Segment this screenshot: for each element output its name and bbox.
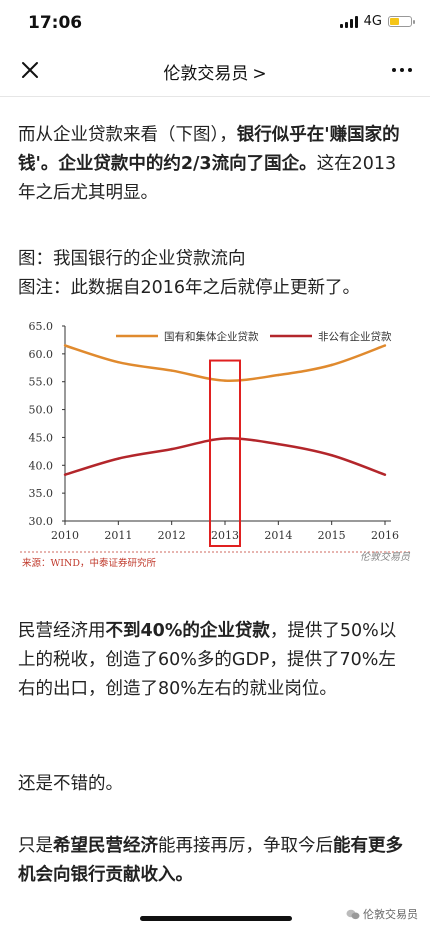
data-point	[277, 442, 280, 446]
data-point	[117, 457, 120, 460]
data-point	[330, 454, 333, 457]
data-point	[223, 437, 227, 440]
p1-seg-2: 这在2013年之后尤其明显。	[18, 154, 397, 203]
y-tick-label: 40.0	[29, 459, 54, 472]
chevron-right-icon: >	[252, 64, 267, 84]
status-time: 17:06	[28, 13, 83, 33]
status-indicators: 4G	[339, 14, 415, 29]
data-point	[383, 344, 387, 347]
x-tick-label: 2013	[211, 529, 239, 542]
y-tick-label: 35.0	[29, 487, 54, 500]
paragraph-2: 民营经济用不到40%的企业贷款，提供了50%以上的税收，创造了60%多的GDP，…	[18, 617, 412, 704]
y-tick-label: 45.0	[29, 431, 54, 444]
p1-seg-0: 而从企业贷款来看（下图），	[18, 125, 237, 145]
battery-level	[390, 18, 399, 25]
caption-note: 图注：此数据自2016年之后就停止更新了。	[18, 278, 361, 298]
x-tick-label: 2012	[158, 529, 186, 542]
account-title[interactable]: 伦敦交易员 >	[0, 59, 430, 84]
legend-label-state-owned: 国有和集体企业贷款	[164, 330, 259, 343]
paragraph-1: 而从企业贷款来看（下图），银行似乎在'赚国家的钱'。企业贷款中的约2/3流向了国…	[18, 121, 412, 208]
data-point	[277, 373, 280, 377]
signal-icon	[339, 15, 358, 28]
p2-seg-0: 民营经济用	[18, 621, 106, 641]
data-point	[170, 447, 173, 451]
paragraph-3: 还是不错的。	[18, 774, 123, 794]
data-point	[330, 363, 333, 367]
p2-seg-1: 不到40%的企业贷款	[105, 621, 270, 641]
x-tick-label: 2014	[264, 529, 292, 542]
p4-seg-0: 只是	[18, 836, 53, 856]
status-bar: 17:06 4G	[0, 0, 430, 44]
nav-bar: 伦敦交易员 >	[0, 44, 430, 97]
battery-icon	[388, 16, 415, 27]
figure-caption: 图：我国银行的企业贷款流向 图注：此数据自2016年之后就停止更新了。	[18, 245, 412, 303]
wechat-icon	[346, 909, 360, 919]
more-icon[interactable]	[392, 68, 412, 72]
source-note: 来源：WIND，中泰证券研究所	[22, 557, 156, 569]
account-name[interactable]: 伦敦交易员	[163, 64, 249, 84]
network-label: 4G	[363, 14, 382, 29]
loan-flow-line-chart: 30.0 35.0 40.0 45.0 50.0 55.0 60.0 65.0 2010 2011…	[20, 320, 411, 569]
p1-seg-1: 银行似乎在'赚国家的钱'。企业贷款中的约2/3流向了国企。	[18, 125, 400, 174]
data-point	[383, 473, 387, 476]
p4-seg-2: 能再接再厉，争取今后	[158, 836, 333, 856]
paragraph-4: 只是希望民营经济能再接再厉，争取今后能有更多机会向银行贡献收入。	[18, 832, 412, 890]
p2-seg-2: ，提供了50%以上的税收，创造了60%多的GDP，提供了70%左右的出口，创造了…	[18, 621, 397, 699]
caption-title: 图：我国银行的企业贷款流向	[18, 249, 246, 269]
data-point	[117, 361, 120, 364]
data-point	[170, 369, 173, 372]
series-line-state-owned	[64, 344, 386, 382]
x-tick-label: 2010	[51, 529, 79, 542]
x-tick-label: 2016	[371, 529, 399, 542]
p4-seg-1: 希望民营经济	[53, 836, 158, 856]
y-tick-label: 60.0	[29, 348, 54, 361]
series-line-non-public	[64, 437, 386, 476]
y-tick-label: 65.0	[29, 320, 54, 333]
chart-watermark: 伦敦交易员	[360, 551, 411, 563]
home-indicator[interactable]	[140, 916, 292, 921]
x-tick-label: 2011	[104, 529, 132, 542]
data-point	[63, 344, 67, 347]
legend-label-non-public: 非公有企业贷款	[318, 330, 392, 343]
y-tick-label: 55.0	[29, 376, 54, 389]
x-tick-label: 2015	[318, 529, 346, 542]
y-tick-label: 50.0	[29, 404, 54, 417]
footer-watermark-text: 伦敦交易员	[363, 908, 418, 921]
close-icon[interactable]	[18, 58, 42, 82]
highlight-2013-box	[209, 359, 241, 547]
data-point	[63, 473, 67, 476]
p4-seg-3: 能有更多机会向银行贡献收入。	[18, 836, 403, 885]
footer-watermark: 伦敦交易员	[346, 906, 418, 922]
data-point	[223, 379, 227, 382]
y-tick-label: 30.0	[29, 515, 54, 528]
